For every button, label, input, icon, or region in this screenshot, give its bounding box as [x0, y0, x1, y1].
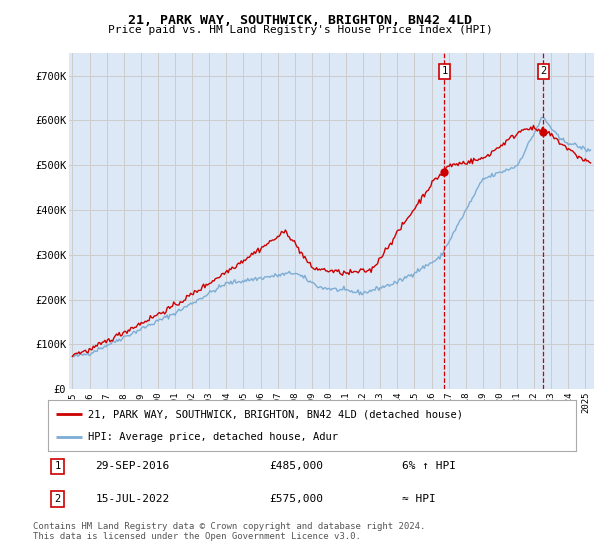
Text: 2: 2 [55, 494, 61, 503]
Text: 2: 2 [540, 66, 547, 76]
Text: 1: 1 [441, 66, 448, 76]
Text: 21, PARK WAY, SOUTHWICK, BRIGHTON, BN42 4LD (detached house): 21, PARK WAY, SOUTHWICK, BRIGHTON, BN42 … [88, 409, 463, 419]
Text: 29-SEP-2016: 29-SEP-2016 [95, 461, 170, 472]
Text: 6% ↑ HPI: 6% ↑ HPI [402, 461, 456, 472]
Text: HPI: Average price, detached house, Adur: HPI: Average price, detached house, Adur [88, 432, 338, 442]
Text: Contains HM Land Registry data © Crown copyright and database right 2024.
This d: Contains HM Land Registry data © Crown c… [33, 522, 425, 542]
Text: 1: 1 [55, 461, 61, 472]
Text: ≈ HPI: ≈ HPI [402, 494, 436, 503]
Text: Price paid vs. HM Land Registry's House Price Index (HPI): Price paid vs. HM Land Registry's House … [107, 25, 493, 35]
Text: £575,000: £575,000 [270, 494, 324, 503]
Text: 21, PARK WAY, SOUTHWICK, BRIGHTON, BN42 4LD: 21, PARK WAY, SOUTHWICK, BRIGHTON, BN42 … [128, 14, 472, 27]
Text: £485,000: £485,000 [270, 461, 324, 472]
Text: 15-JUL-2022: 15-JUL-2022 [95, 494, 170, 503]
